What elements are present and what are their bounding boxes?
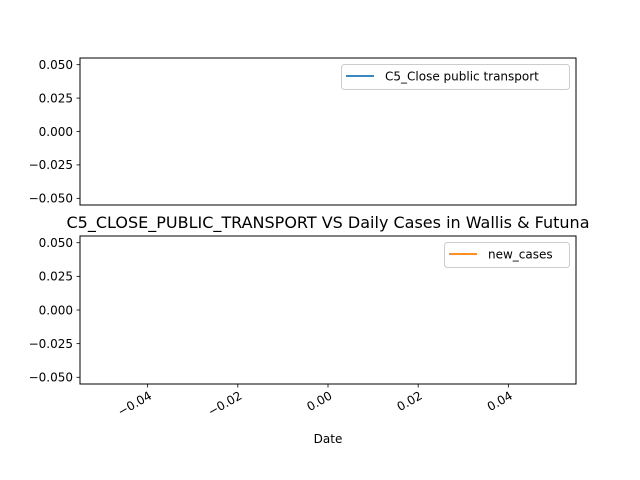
top-y-tick-label: −0.050 xyxy=(29,192,73,206)
bottom-y-tick-label: −0.025 xyxy=(29,337,73,351)
bottom-chart-title: C5_CLOSE_PUBLIC_TRANSPORT VS Daily Cases… xyxy=(67,213,590,233)
bottom-legend-label: new_cases xyxy=(488,248,553,262)
bottom-y-tick-label: 0.025 xyxy=(39,270,73,284)
top-y-tick-label: 0.000 xyxy=(39,125,73,139)
bottom-y-tick-label: −0.050 xyxy=(29,371,73,385)
top-y-tick-label: −0.025 xyxy=(29,158,73,172)
top-legend-box xyxy=(341,64,570,90)
bottom-legend: new_cases xyxy=(444,242,570,268)
top-y-tick-label: 0.025 xyxy=(39,91,73,105)
bottom-y-axis: 0.050 0.025 0.000 −0.025 −0.050 xyxy=(29,236,80,385)
bottom-legend-box xyxy=(444,242,570,268)
top-y-axis: 0.050 0.025 0.000 −0.025 −0.050 xyxy=(29,58,80,206)
bottom-x-axis-title: Date xyxy=(314,432,343,446)
top-legend-label: C5_Close public transport xyxy=(385,70,539,84)
bottom-y-tick-label: 0.000 xyxy=(39,303,73,317)
subplot-top: 0.050 0.025 0.000 −0.025 −0.050 C5_Close pub… xyxy=(29,57,577,206)
top-legend: C5_Close public transport xyxy=(341,64,570,90)
bottom-y-tick-label: 0.050 xyxy=(39,236,73,250)
subplot-bottom: C5_CLOSE_PUBLIC_TRANSPORT VS Daily Cases… xyxy=(29,213,590,446)
top-y-tick-label: 0.050 xyxy=(39,58,73,72)
